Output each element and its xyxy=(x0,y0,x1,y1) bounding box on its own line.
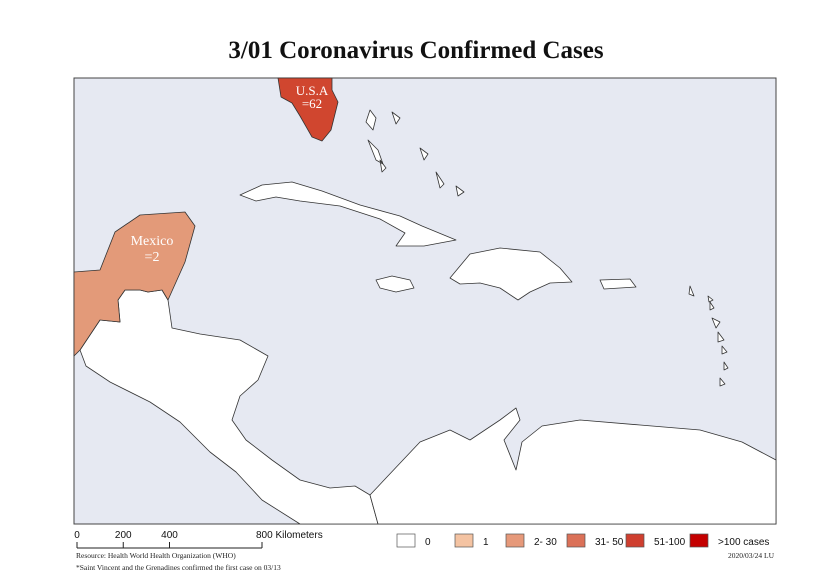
stamp: 2020/03/24 LU xyxy=(728,551,775,560)
jamaica xyxy=(375,275,415,293)
legend-label: 2- 30 xyxy=(534,537,557,548)
legend-swatch xyxy=(689,533,709,548)
region-label: U.S.A xyxy=(296,83,329,98)
source: Resource: Health World Health Organizati… xyxy=(76,551,236,560)
legend-swatch xyxy=(566,533,586,548)
region-label: =62 xyxy=(302,96,322,111)
mexico-region xyxy=(73,211,196,357)
legend-label: 0 xyxy=(425,537,431,548)
legend-swatch xyxy=(396,533,416,548)
scale-bar: 0 200 400 800 Kilometers xyxy=(74,530,323,549)
region-labels: U.S.A =62 Mexico =2 xyxy=(131,83,329,265)
bahamas xyxy=(365,109,465,197)
puerto-rico xyxy=(599,278,637,290)
south-america xyxy=(369,407,777,525)
land xyxy=(73,77,777,525)
legend-label: 51-100 xyxy=(654,537,686,548)
lesser-antilles xyxy=(688,285,729,387)
scale-label: 800 Kilometers xyxy=(256,530,323,541)
legend-swatch xyxy=(625,533,645,548)
usa-region xyxy=(277,77,339,142)
hispaniola xyxy=(449,247,573,301)
region-label: Mexico xyxy=(131,234,174,249)
scale-label: 400 xyxy=(161,530,178,541)
legend-swatch xyxy=(505,533,525,548)
scale-label: 200 xyxy=(115,530,132,541)
title: 3/01 Coronavirus Confirmed Cases xyxy=(228,37,604,64)
legend-label: 31- 50 xyxy=(595,537,624,548)
cuba xyxy=(239,181,457,247)
legend: 0 1 2- 30 31- 50 51-100 >100 cases xyxy=(396,533,769,548)
legend-label: 1 xyxy=(483,537,489,548)
note: *Saint Vincent and the Grenadines confir… xyxy=(76,563,281,572)
scale-label: 0 xyxy=(74,530,80,541)
legend-swatch xyxy=(454,533,474,548)
legend-label: >100 cases xyxy=(718,537,769,548)
region-label: =2 xyxy=(145,250,160,265)
